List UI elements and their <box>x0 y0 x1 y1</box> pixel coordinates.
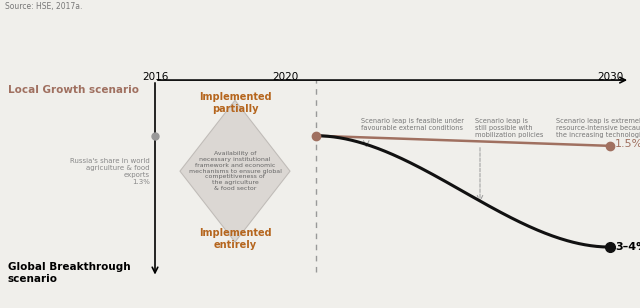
Text: 3–4%: 3–4% <box>615 242 640 252</box>
Text: Global Breakthrough
scenario: Global Breakthrough scenario <box>8 262 131 284</box>
Text: Scenario leap is
still possible with
mobilization policies: Scenario leap is still possible with mob… <box>475 118 543 138</box>
Text: Source: HSE, 2017a.: Source: HSE, 2017a. <box>5 2 83 11</box>
Text: 2020: 2020 <box>272 72 298 82</box>
Text: Scenario leap is extremely
resource-intensive because of
the increasing technolo: Scenario leap is extremely resource-inte… <box>556 118 640 138</box>
Text: Implemented
entirely: Implemented entirely <box>198 229 271 250</box>
Text: Implemented
partially: Implemented partially <box>198 92 271 114</box>
Text: Availability of
necessary institutional
framework and economic
mechanisms to ens: Availability of necessary institutional … <box>189 151 282 191</box>
Text: Local Growth scenario: Local Growth scenario <box>8 85 139 95</box>
Text: Russia's share in world
agriculture & food
exports
1.3%: Russia's share in world agriculture & fo… <box>70 158 150 185</box>
Text: 2016: 2016 <box>142 72 168 82</box>
Text: Scenario leap is feasible under
favourable external conditions: Scenario leap is feasible under favourab… <box>361 118 464 131</box>
Text: 2030: 2030 <box>597 72 623 82</box>
Text: 1.5%: 1.5% <box>615 139 640 149</box>
Polygon shape <box>180 100 290 242</box>
